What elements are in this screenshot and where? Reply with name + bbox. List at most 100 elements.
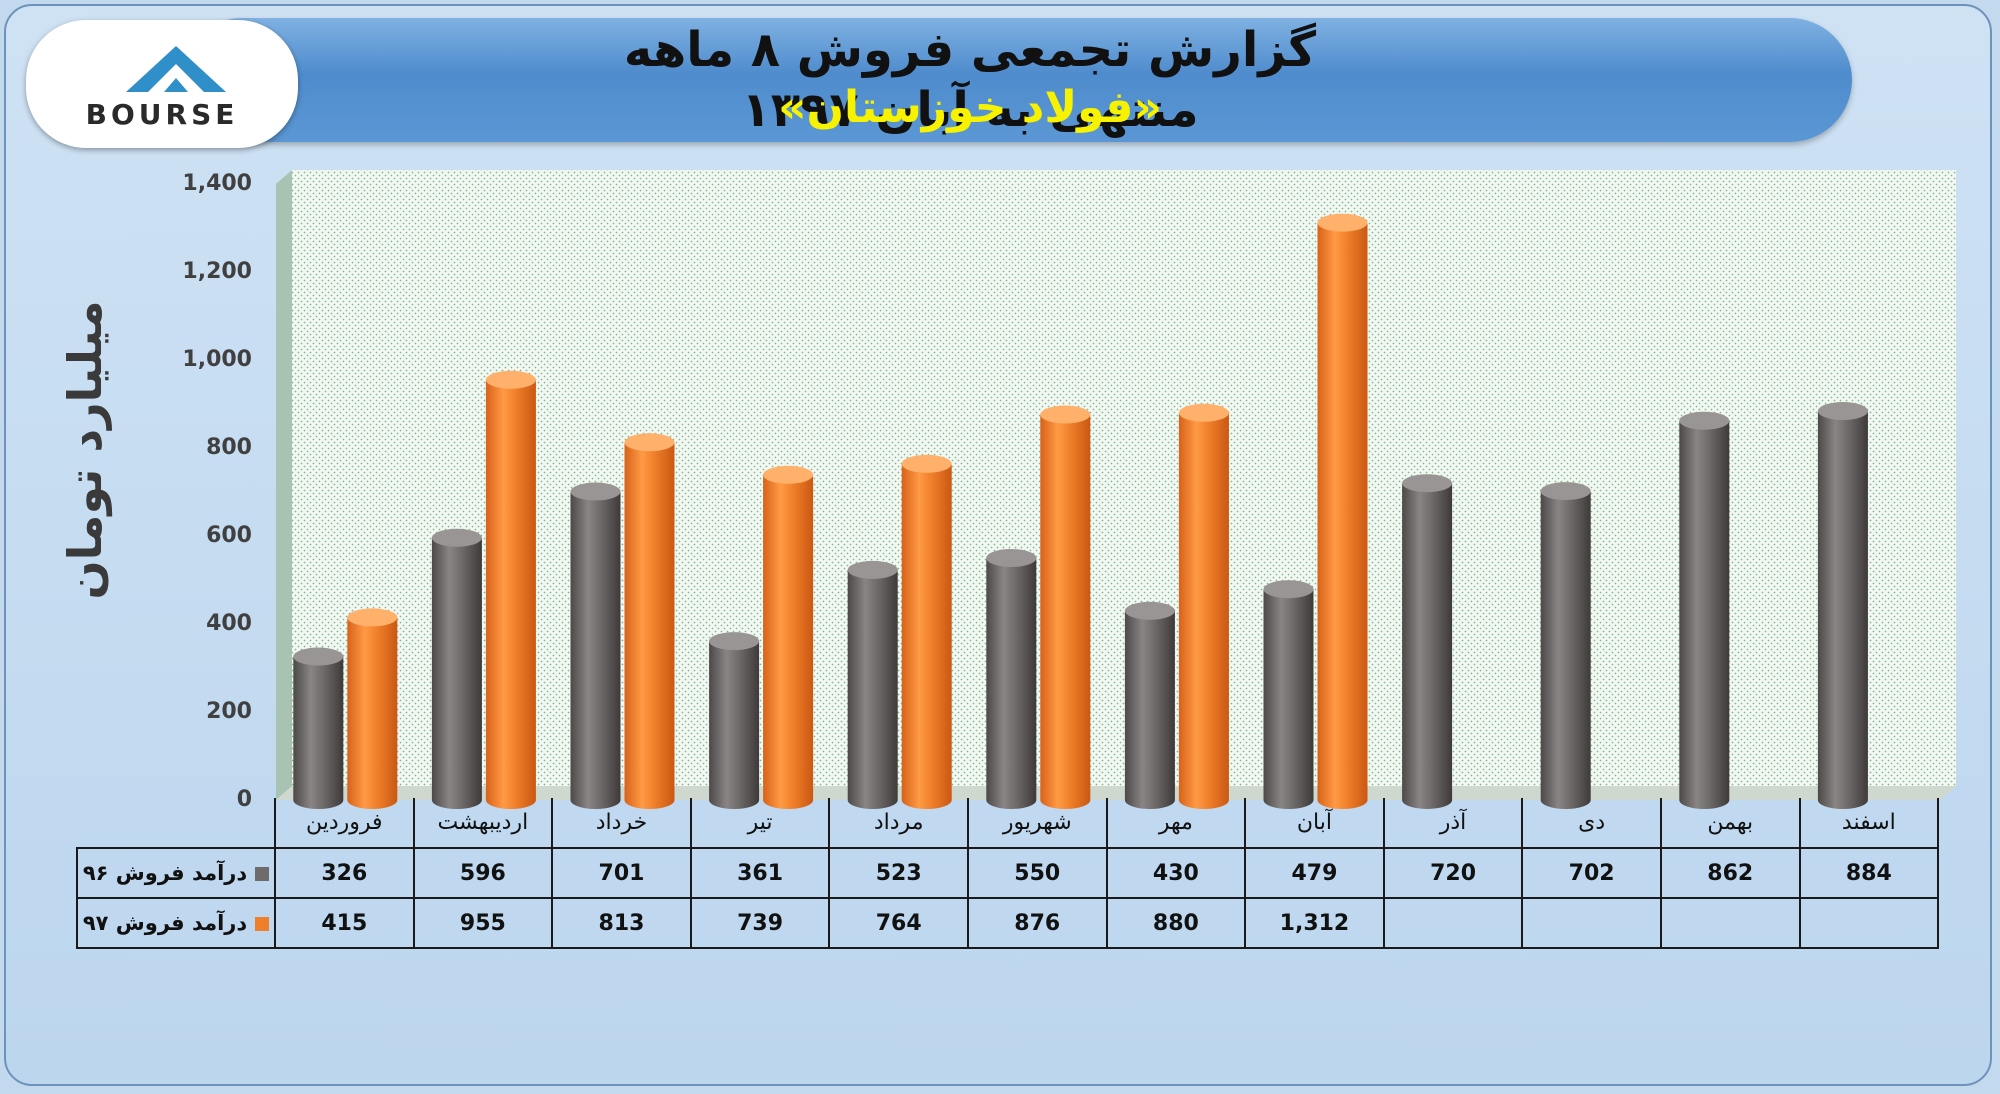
chart-subtitle: «فولاد خوزستان» [778,82,1162,133]
bar-body [1540,491,1591,810]
y-tick-label: 1,400 [182,171,252,196]
category-label: آذر [1382,798,1524,849]
series-96-swatch [255,867,270,881]
bar-s0-6 [1124,601,1175,810]
bar-s0-7 [1263,580,1314,810]
bar-s0-1 [431,528,482,810]
plot-floor [276,786,1956,800]
data-label: 862 [1659,847,1801,899]
logo-text: BOURSE [85,98,239,131]
series-96-name: درآمد فروش ۹۶ [82,861,248,885]
bar-body [1124,610,1175,810]
plot-background [292,170,1956,786]
bar-cap [763,465,814,484]
bar-body [1817,411,1868,810]
bar-cap [1263,580,1314,599]
bar-cap [1679,411,1730,430]
data-table: فروردین اردیبهشت خرداد تیر مرداد شهریور مهر آبا… [76,798,1940,949]
series-96-header: درآمد فروش ۹۶ [76,847,276,899]
bar-cap [485,370,536,389]
bar-s0-4 [847,560,898,810]
bar-s0-10 [1679,411,1730,810]
y-tick-label: 0 [236,787,252,812]
data-label: 702 [1521,847,1662,899]
category-label: مهر [1105,798,1247,849]
data-label: 479 [1244,847,1385,899]
bar-body [431,537,482,810]
chart-title: گزارش تجمعی فروش ۸ ماهه منتهی به آبان ۱۳… [623,22,1317,138]
bar-s1-3 [763,465,814,810]
bar-s0-2 [570,482,621,810]
category-label: تیر [689,798,831,849]
bar-body [763,474,814,810]
bar-body [624,442,675,810]
logo-mark-icon [126,46,226,92]
category-label: آبان [1244,798,1385,849]
data-label: 550 [966,847,1108,899]
bar-cap [1178,403,1229,422]
bar-body [709,641,760,810]
data-label [1798,897,1940,949]
data-label: 361 [689,847,831,899]
bar-body [485,379,536,809]
data-label: 876 [966,897,1108,949]
bar-s1-1 [485,370,536,809]
bar-s1-4 [901,454,952,810]
category-label: شهریور [966,798,1108,849]
bourse-logo: BOURSE [26,20,298,148]
data-label: 430 [1105,847,1247,899]
category-row: فروردین اردیبهشت خرداد تیر مرداد شهریور مهر آبا… [77,798,1940,849]
bar-cap [1402,474,1453,493]
bar-s0-8 [1402,474,1453,809]
bar-cap [1040,405,1091,424]
y-tick-label: 1,200 [182,259,252,284]
data-label: 701 [551,847,692,899]
bar-cap [1124,601,1175,620]
category-label: اسفند [1798,798,1940,849]
bar-body [570,491,621,810]
y-tick-label: 1,000 [182,347,252,372]
bar-body [986,558,1037,809]
bar-cap [709,632,760,651]
bar-s1-6 [1178,403,1229,810]
data-label: 764 [828,897,969,949]
bar-cap [293,647,344,666]
bar-body [1317,222,1368,810]
data-label: 596 [412,847,554,899]
data-label: 739 [689,897,831,949]
data-label: 1,312 [1244,897,1385,949]
bar-body [847,569,898,810]
bar-cap [624,433,675,452]
bar-cap [347,608,398,627]
bar-body [1402,483,1453,809]
bar-s1-0 [347,608,398,810]
bar-cap [986,549,1037,567]
category-label: مرداد [828,798,969,849]
bar-body [1178,412,1229,810]
category-label: اردیبهشت [412,798,554,849]
bar-body [293,656,344,810]
series-97-swatch [255,917,270,931]
data-label: 880 [1105,897,1247,949]
data-label: 955 [412,897,554,949]
category-label: فروردین [274,798,415,849]
data-label: 415 [274,897,415,949]
bar-cap [1817,402,1868,421]
series-97-header: درآمد فروش ۹۷ [76,897,276,949]
data-label [1521,897,1662,949]
bar-body [1040,414,1091,810]
data-label [1659,897,1801,949]
category-label: بهمن [1659,798,1801,849]
table-corner [77,798,275,848]
bar-s0-5 [986,549,1037,809]
bars-group [293,213,1868,810]
bar-cap [1540,482,1591,501]
y-tick-label: 800 [206,435,252,460]
title-banner [180,18,1852,142]
bar-cap [847,560,898,579]
data-label: 523 [828,847,969,899]
category-label: دی [1521,798,1662,849]
category-label: خرداد [551,798,692,849]
bar-cap [570,482,621,501]
plot-side-wall [276,170,292,800]
